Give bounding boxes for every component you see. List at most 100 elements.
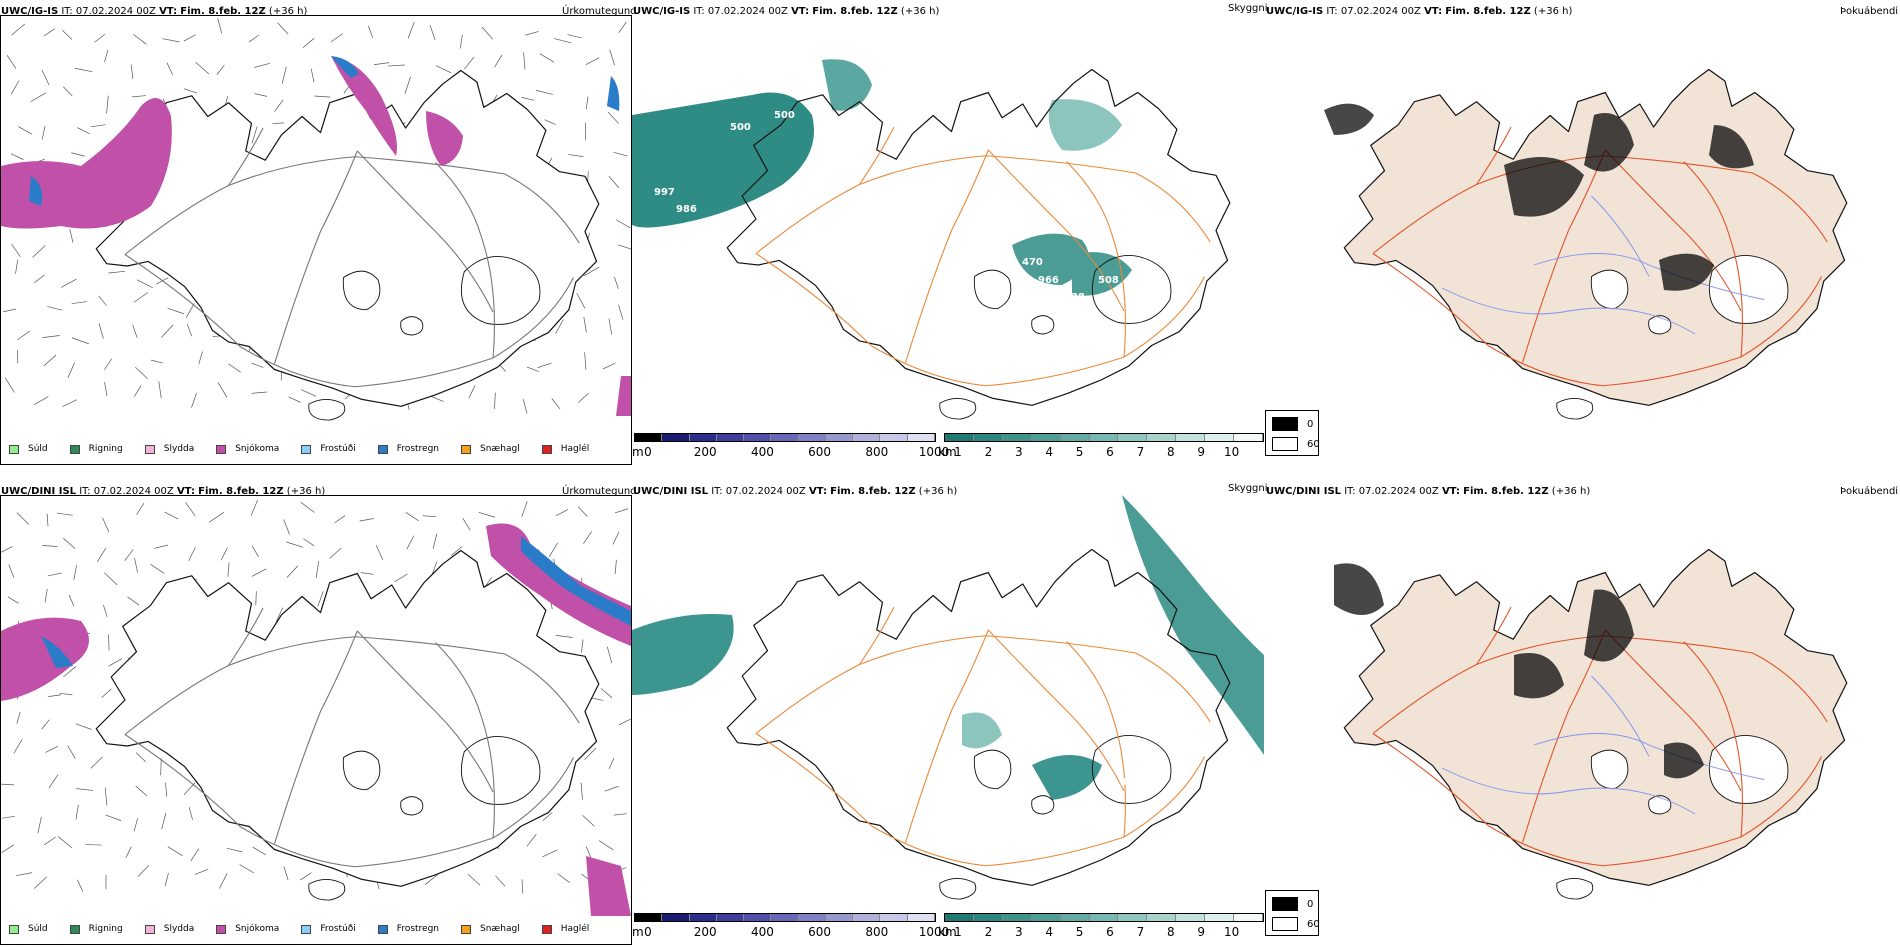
legend-swatch [9,444,19,454]
wind-barb [160,758,162,776]
colorbar-segment [973,434,1003,441]
legend-swatch [461,924,472,934]
iceland-map [1343,548,1848,900]
lead-time: (+36 h) [918,486,958,497]
wind-barb [56,512,73,516]
colorbar-segment [1147,434,1177,441]
wind-barb [104,381,108,397]
legend-item: Haglél [541,924,589,934]
ceiling-tick: 0 [644,445,652,459]
wind-barb [614,559,617,575]
wind-barb [11,243,21,257]
wind-barb [164,872,169,887]
ceiling-tick: 600 [808,445,832,459]
fog-legend-item: 60 [1272,437,1320,451]
vis-tick: 9 [1197,925,1206,939]
precip-legend: Súld Rigning Slydda Snjókoma Frostúði Frostre… [9,924,611,934]
glacier-outline [1590,749,1629,790]
colorbar-segment [716,914,745,921]
colorbar-segment [1118,914,1148,921]
fog-area [1709,125,1754,169]
wind-barb [567,34,582,39]
low-visibility-area [632,92,814,228]
legend-item: Snjókoma [216,924,279,934]
wind-barb [300,389,316,397]
wind-barb [248,34,260,43]
legend-label: Frostúði [320,924,356,934]
vis-tick: 2 [984,445,993,459]
ceiling-tick: 800 [865,445,889,459]
wind-barb [618,718,631,726]
legend-label: Haglél [560,444,590,454]
road-line [356,630,494,793]
wind-barb [165,782,168,797]
glacier-outline [1708,255,1789,324]
fog-legend-item: 0 [1272,417,1313,431]
road-line [755,155,1211,254]
snow-area [486,523,631,646]
colorbar-segment [825,914,854,921]
legend-label: Snjókoma [235,924,280,934]
wind-barb [598,840,614,851]
legend-item: Snæhagl [461,444,520,454]
road-line [859,126,895,185]
river-line [1441,287,1696,335]
wind-barb [554,38,572,44]
snow-area [331,56,397,156]
glacier-outline [1556,397,1594,420]
wind-barb [275,607,284,622]
colorbar-segment [744,914,772,921]
snow-area [1,98,172,229]
wind-barb [105,814,122,821]
legend-swatch [377,444,388,454]
ceiling-colorbar-strip [634,913,936,922]
legend-label: Slydda [163,444,195,454]
lead-time: (+36 h) [286,486,326,497]
wind-barb [608,757,615,770]
it-value: 07.02.2024 00Z [1358,486,1439,497]
wind-barb [548,542,558,557]
wind-barb [98,323,104,339]
snow-area [586,856,631,916]
glacier-outline [460,256,541,325]
panel-title-visibility: Skyggni [1228,3,1268,14]
panel-title-visibility: Skyggni [1228,483,1268,494]
wind-barb [7,596,19,604]
wind-barb [217,381,228,398]
wind-barb [102,517,110,533]
colorbar-segment [853,434,881,441]
road-line [228,127,264,186]
fog-swatch [1272,897,1298,911]
wind-barb [612,531,620,545]
wind-barb [618,304,624,320]
legend-item: Rigning [69,924,123,934]
glacier-outline [1556,877,1594,900]
wind-barb [310,68,315,83]
colorbar-segment [973,914,1003,921]
wind-barb [430,396,444,402]
colorbar-segment [1234,434,1263,441]
road-line [273,630,358,844]
wind-barb [48,694,62,697]
vt-label: VT: [808,486,827,497]
ceiling-label: 628 [1064,292,1085,303]
river-line [1591,195,1650,277]
legend-swatch [69,924,80,934]
colorbar-segment [1060,914,1090,921]
wind-barb [583,316,587,333]
wind-barb [46,513,49,527]
coastline [95,69,600,407]
road-line [755,253,1205,387]
road-line [1683,161,1743,358]
wind-barb [578,392,589,403]
wind-barb [303,538,315,547]
legend-item: Snjókoma [216,444,279,454]
low-visibility-area [1012,233,1089,285]
wind-barb [94,33,106,43]
wind-barb [32,245,46,258]
fog-area [1504,157,1584,217]
legend-item: Frostúði [301,924,356,934]
wind-barb [195,62,210,75]
wind-barb [424,874,438,885]
wind-barb [251,126,258,144]
